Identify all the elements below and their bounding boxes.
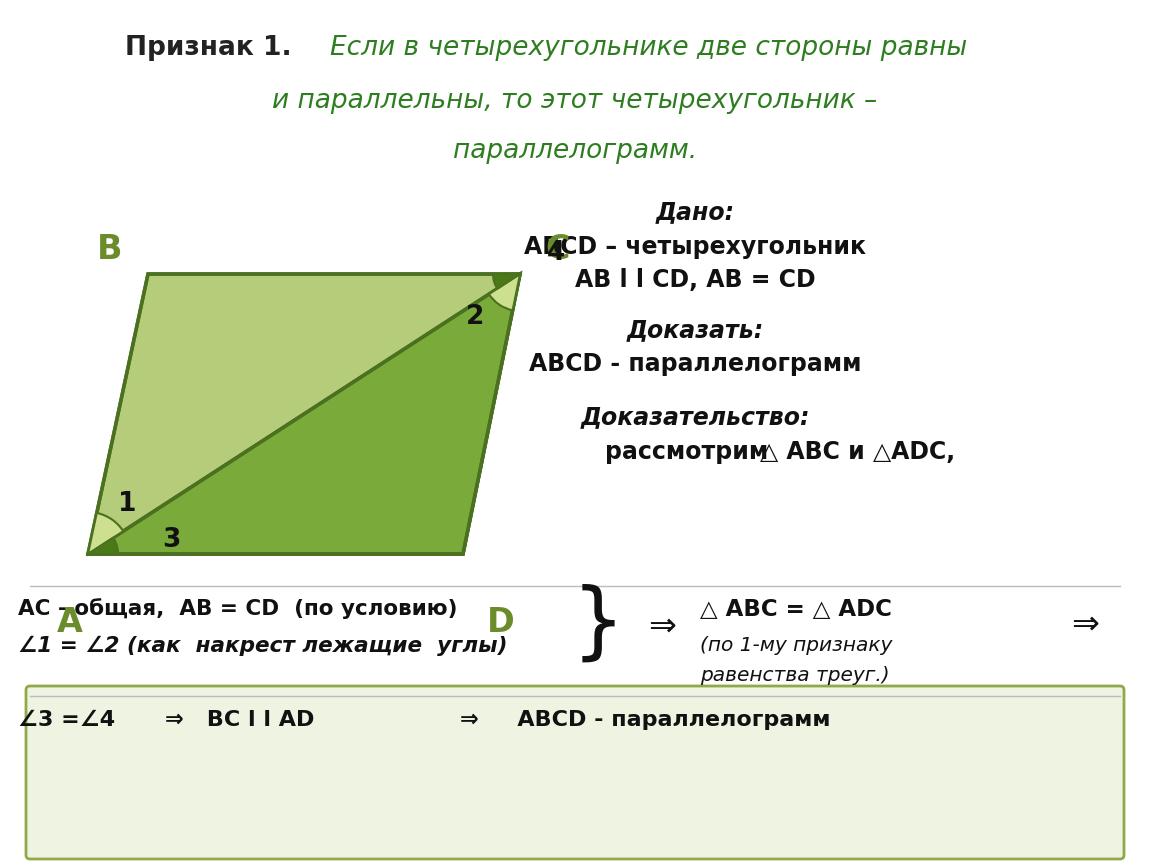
FancyBboxPatch shape: [26, 686, 1124, 859]
Text: 4: 4: [547, 240, 566, 266]
Text: }: }: [572, 583, 624, 664]
Polygon shape: [89, 274, 520, 554]
Polygon shape: [89, 274, 520, 554]
Text: A: A: [58, 606, 83, 639]
Text: Признак 1.: Признак 1.: [125, 35, 292, 61]
Text: ∠1 = ∠2 (как  накрест лежащие  углы): ∠1 = ∠2 (как накрест лежащие углы): [18, 636, 507, 656]
Text: равенства треуг.): равенства треуг.): [700, 666, 890, 685]
Text: △ ABC = △ ADC: △ ABC = △ ADC: [700, 598, 892, 621]
Text: Доказать:: Доказать:: [627, 318, 764, 342]
Text: ABCD - параллелограмм: ABCD - параллелограмм: [529, 352, 861, 376]
Text: ⇒: ⇒: [1071, 607, 1099, 640]
Text: 1: 1: [118, 492, 137, 518]
Text: ⇒     ABCD - параллелограмм: ⇒ ABCD - параллелограмм: [460, 710, 830, 730]
Text: △ ABC и △ADC,: △ ABC и △ADC,: [760, 440, 956, 464]
Text: АС - общая,  AB = CD  (по условию): АС - общая, AB = CD (по условию): [18, 598, 458, 619]
Text: 2: 2: [466, 304, 484, 330]
Text: D: D: [488, 606, 515, 639]
Text: AB l l CD, AB = CD: AB l l CD, AB = CD: [575, 268, 815, 292]
Text: ⇒: ⇒: [647, 609, 676, 643]
Text: рассмотрим: рассмотрим: [605, 440, 768, 464]
Text: C: C: [546, 233, 570, 266]
Text: Доказательство:: Доказательство:: [581, 405, 810, 429]
Text: Дано:: Дано:: [656, 200, 735, 224]
Text: B: B: [98, 233, 123, 266]
Wedge shape: [493, 274, 520, 289]
Wedge shape: [89, 537, 118, 554]
Wedge shape: [89, 513, 123, 554]
Text: ABCD – четырехугольник: ABCD – четырехугольник: [524, 235, 866, 259]
Text: параллелограмм.: параллелограмм.: [453, 138, 697, 164]
Text: и параллельны, то этот четырехугольник –: и параллельны, то этот четырехугольник –: [273, 88, 877, 114]
Wedge shape: [489, 274, 520, 310]
Text: ⇒   BC l l AD: ⇒ BC l l AD: [164, 710, 314, 730]
Text: (по 1-му признаку: (по 1-му признаку: [700, 636, 892, 655]
Text: 3: 3: [162, 527, 181, 553]
Text: ∠3 =∠4: ∠3 =∠4: [18, 710, 115, 730]
Text: Если в четырехугольнике две стороны равны: Если в четырехугольнике две стороны равн…: [330, 35, 967, 61]
